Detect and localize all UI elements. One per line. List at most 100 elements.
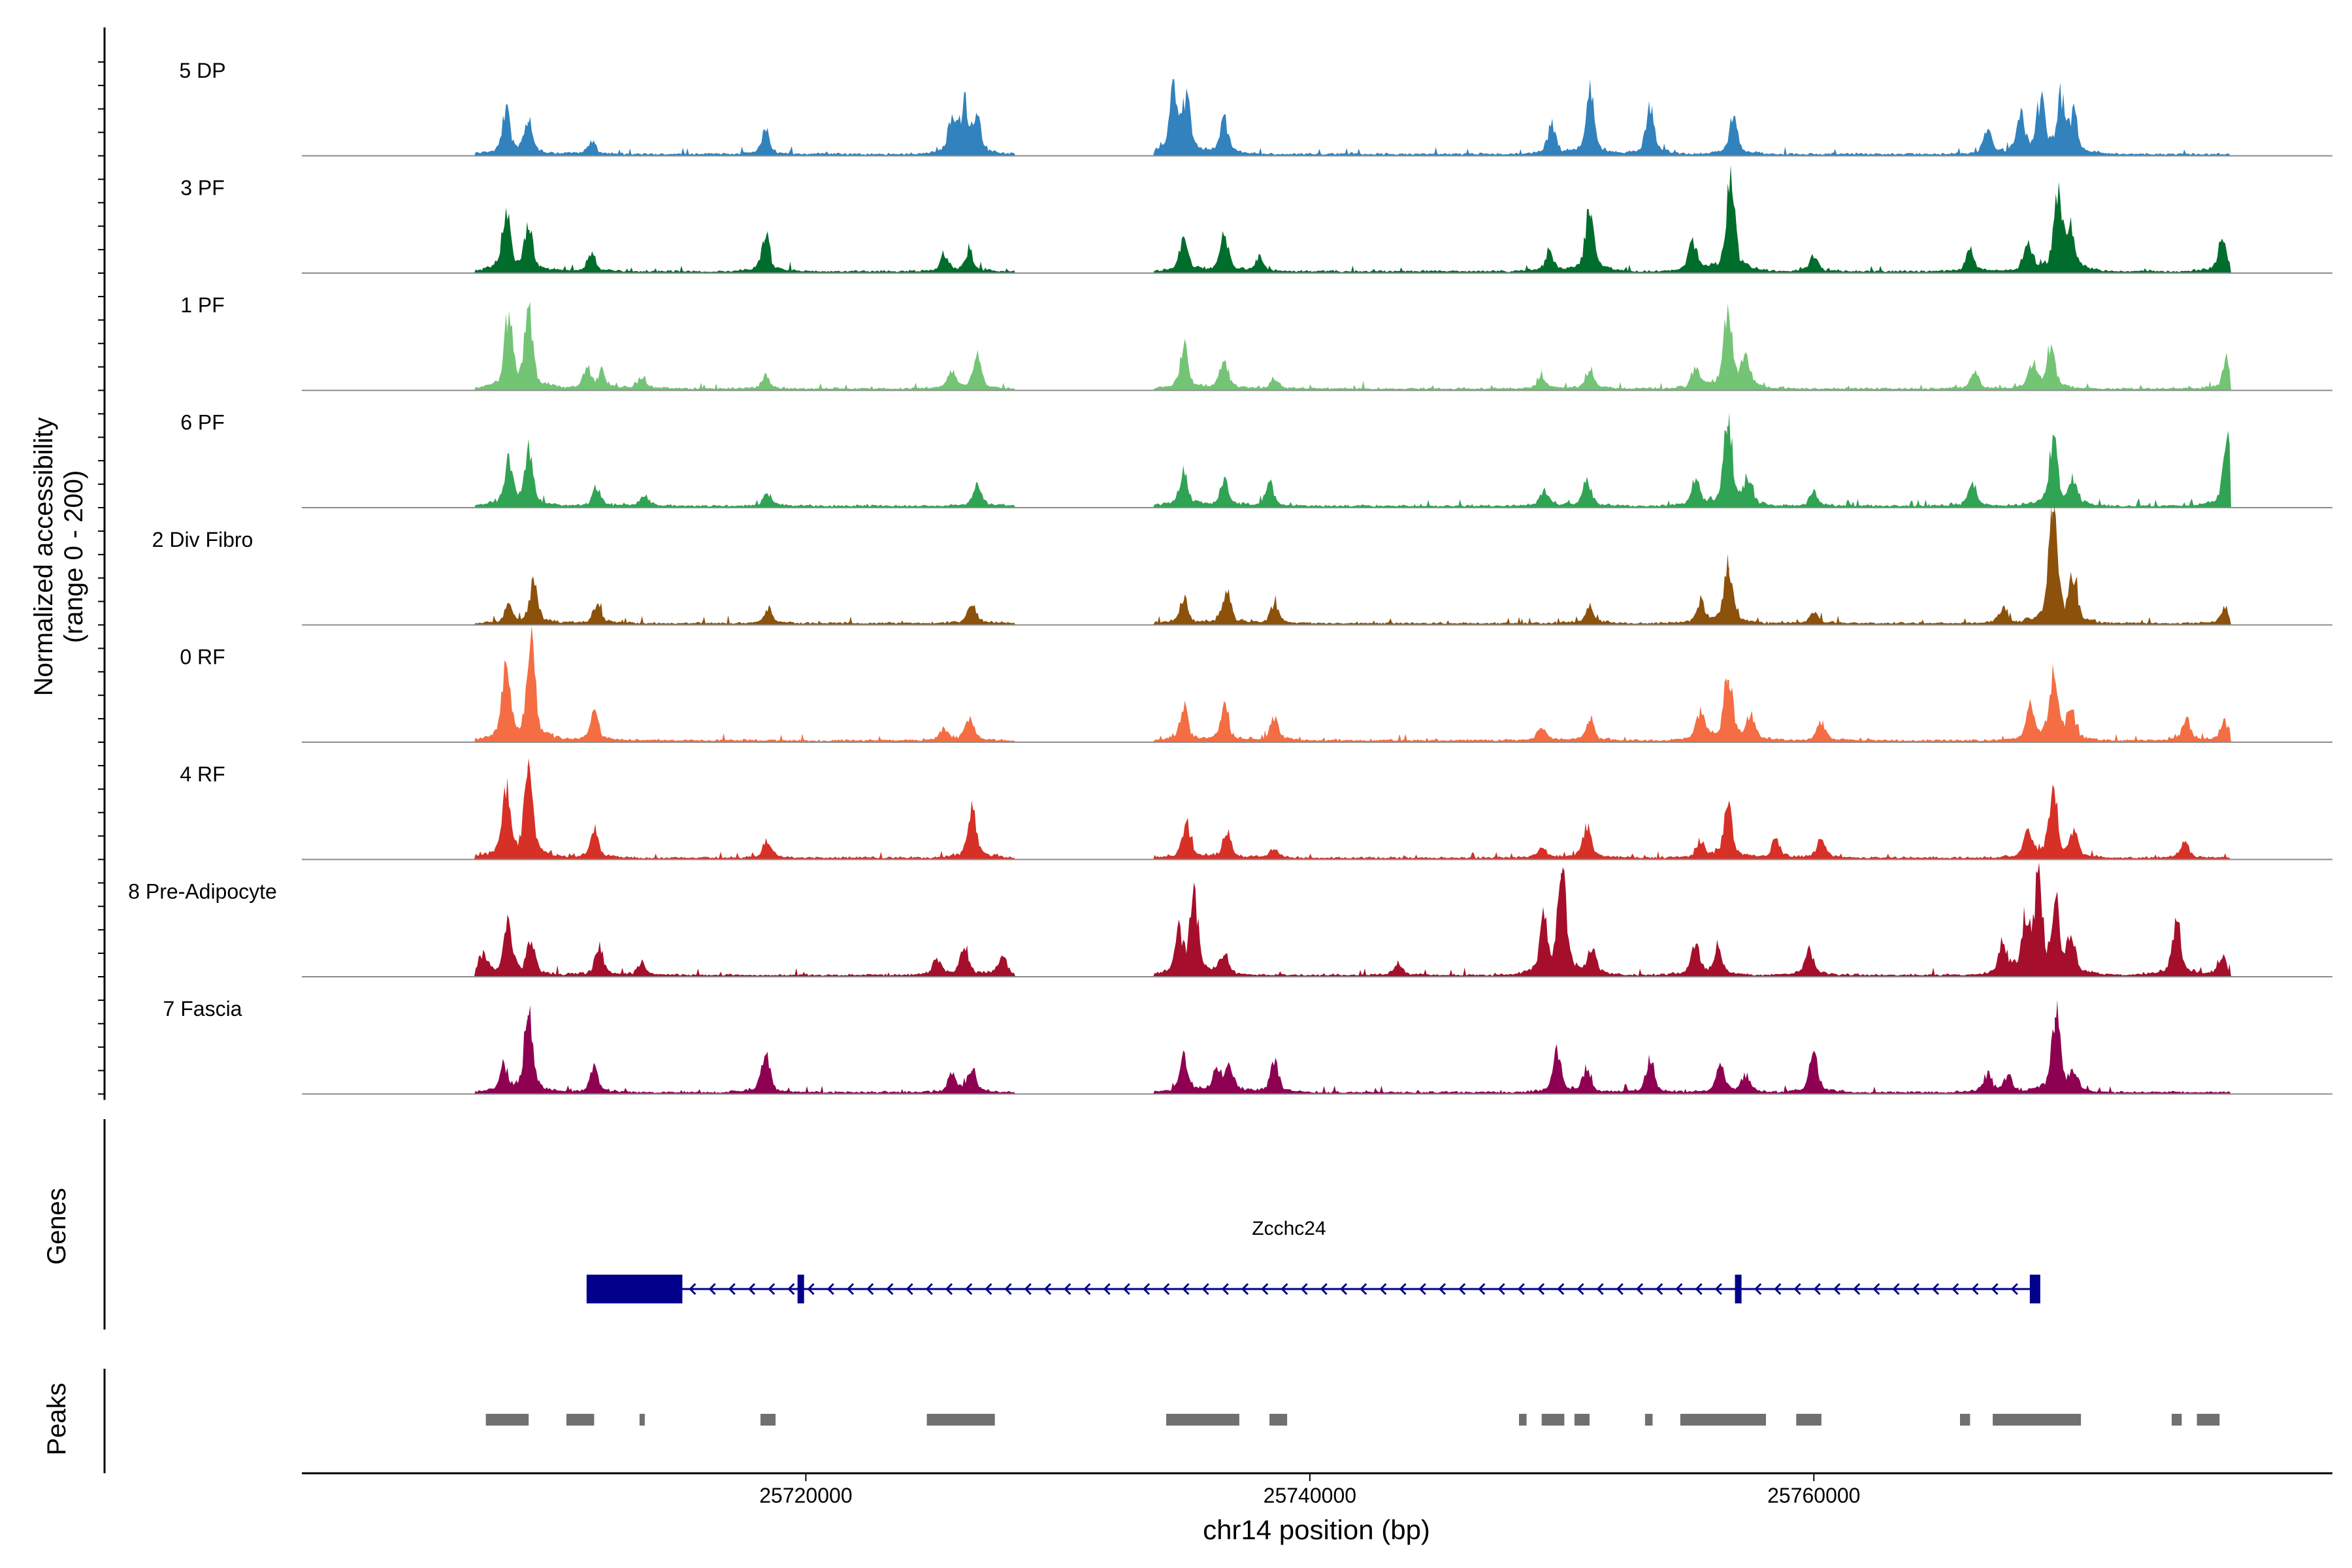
strand-arrow [1872, 1282, 1880, 1296]
gene-exon [797, 1275, 804, 1303]
strand-arrow [925, 1282, 933, 1296]
strand-arrow [965, 1282, 973, 1296]
strand-arrow [1952, 1282, 1959, 1296]
peak-region [1574, 1414, 1590, 1426]
strand-arrow [826, 1282, 834, 1296]
strand-arrow [985, 1282, 992, 1296]
strand-arrow [1261, 1282, 1269, 1296]
strand-arrow [1833, 1282, 1841, 1296]
strand-arrow [747, 1282, 756, 1296]
strand-arrow [1991, 1282, 1999, 1296]
track-8-pre-adipocyte: 8 Pre-Adipocyte [128, 862, 2332, 977]
strand-arrow [1596, 1282, 1604, 1296]
strand-arrow [1083, 1282, 1091, 1296]
gene-exon [2029, 1275, 2040, 1303]
peak-region [1644, 1414, 1653, 1426]
strand-arrow [1458, 1282, 1466, 1296]
strand-arrow [1971, 1282, 1979, 1296]
y-axis-label-line1: Normalized accessibility [29, 417, 58, 696]
strand-arrow [1695, 1282, 1703, 1296]
strand-arrow [728, 1282, 736, 1296]
peak-region [485, 1414, 529, 1426]
track-label: 4 RF [180, 762, 225, 786]
strand-arrow [1438, 1282, 1446, 1296]
strand-arrow [866, 1282, 874, 1296]
x-axis-label: chr14 position (bp) [1203, 1514, 1430, 1545]
coverage-area [302, 506, 2242, 625]
strand-arrow [1399, 1282, 1407, 1296]
peak-region [926, 1414, 995, 1426]
strand-arrow [787, 1282, 795, 1296]
peak-region [1680, 1414, 1766, 1426]
coverage-area [302, 862, 2242, 977]
strand-arrow [1892, 1282, 1900, 1296]
coverage-tracks: 5 DP 3 PF 1 PF 6 PF 2 Div Fibro 0 RF 4 RF 8 Pre… [128, 59, 2332, 1095]
strand-arrow [1339, 1282, 1348, 1296]
x-axis: 25720000 25740000 25760000 [302, 1472, 2332, 1507]
strand-arrow [1379, 1282, 1387, 1296]
gene-exon-block [586, 1275, 683, 1303]
track-4-rf: 4 RF [180, 758, 2332, 860]
track-3-pf: 3 PF [180, 165, 2332, 274]
peak-region [1541, 1414, 1565, 1426]
track-0-rf: 0 RF [180, 625, 2332, 743]
strand-arrow [1064, 1282, 1071, 1296]
peak-region [639, 1414, 645, 1426]
peak-region [1519, 1414, 1527, 1426]
peak-region [760, 1414, 776, 1426]
track-6-pf: 6 PF [180, 411, 2332, 508]
strand-arrow [1635, 1282, 1644, 1296]
peak-region [1993, 1414, 2082, 1426]
strand-arrow [1103, 1282, 1111, 1296]
peak-region [566, 1414, 595, 1426]
strand-arrow [1162, 1282, 1170, 1296]
coverage-area [302, 625, 2242, 742]
track-label: 6 PF [180, 411, 225, 434]
strand-arrow [945, 1282, 953, 1296]
coverage-area [302, 302, 2242, 391]
strand-arrow [1360, 1282, 1367, 1296]
x-axis-tick-label: 25740000 [1264, 1484, 1356, 1507]
strand-arrow [1793, 1282, 1801, 1296]
strand-arrow [1221, 1282, 1229, 1296]
strand-arrow [1912, 1282, 1919, 1296]
track-label: 8 Pre-Adipocyte [128, 880, 277, 904]
track-label: 0 RF [180, 645, 225, 669]
peaks-panel [103, 1369, 2220, 1473]
strand-arrow [1656, 1282, 1663, 1296]
peak-region [1960, 1414, 1970, 1426]
strand-arrow [1754, 1282, 1762, 1296]
strand-arrow [1281, 1282, 1288, 1296]
track-label: 3 PF [180, 176, 225, 200]
track-7-fascia: 7 Fascia [163, 997, 2332, 1095]
coverage-y-axis [98, 27, 106, 1100]
track-label: 1 PF [180, 293, 225, 317]
coverage-y-axis-label: Normalized accessibility [29, 417, 58, 696]
genes-panel-label: Genes [42, 1188, 71, 1265]
track-label: 2 Div Fibro [152, 528, 253, 551]
strand-arrow [1024, 1282, 1032, 1296]
strand-arrow [1931, 1282, 1940, 1296]
strand-arrow [886, 1282, 894, 1296]
strand-arrow [1537, 1282, 1545, 1296]
strand-arrow [1142, 1282, 1151, 1296]
strand-arrow [1517, 1282, 1525, 1296]
strand-arrow [1557, 1282, 1565, 1296]
strand-arrow [1043, 1282, 1052, 1296]
strand-arrow [1122, 1282, 1130, 1296]
peak-region [2197, 1414, 2220, 1426]
strand-arrow [2010, 1282, 2018, 1296]
peak-region [1166, 1414, 1239, 1426]
strand-arrow [846, 1282, 855, 1296]
x-axis-tick-label: 25760000 [1767, 1484, 1860, 1507]
strand-arrow [1813, 1282, 1821, 1296]
strand-arrow [1576, 1282, 1584, 1296]
peak-region [1269, 1414, 1288, 1426]
strand-arrow [1478, 1282, 1486, 1296]
strand-arrow [807, 1282, 815, 1296]
track-label: 5 DP [179, 59, 225, 82]
coverage-y-axis-sublabel: (range 0 - 200) [59, 470, 88, 644]
strand-arrow [1616, 1282, 1624, 1296]
strand-arrow [689, 1282, 696, 1296]
